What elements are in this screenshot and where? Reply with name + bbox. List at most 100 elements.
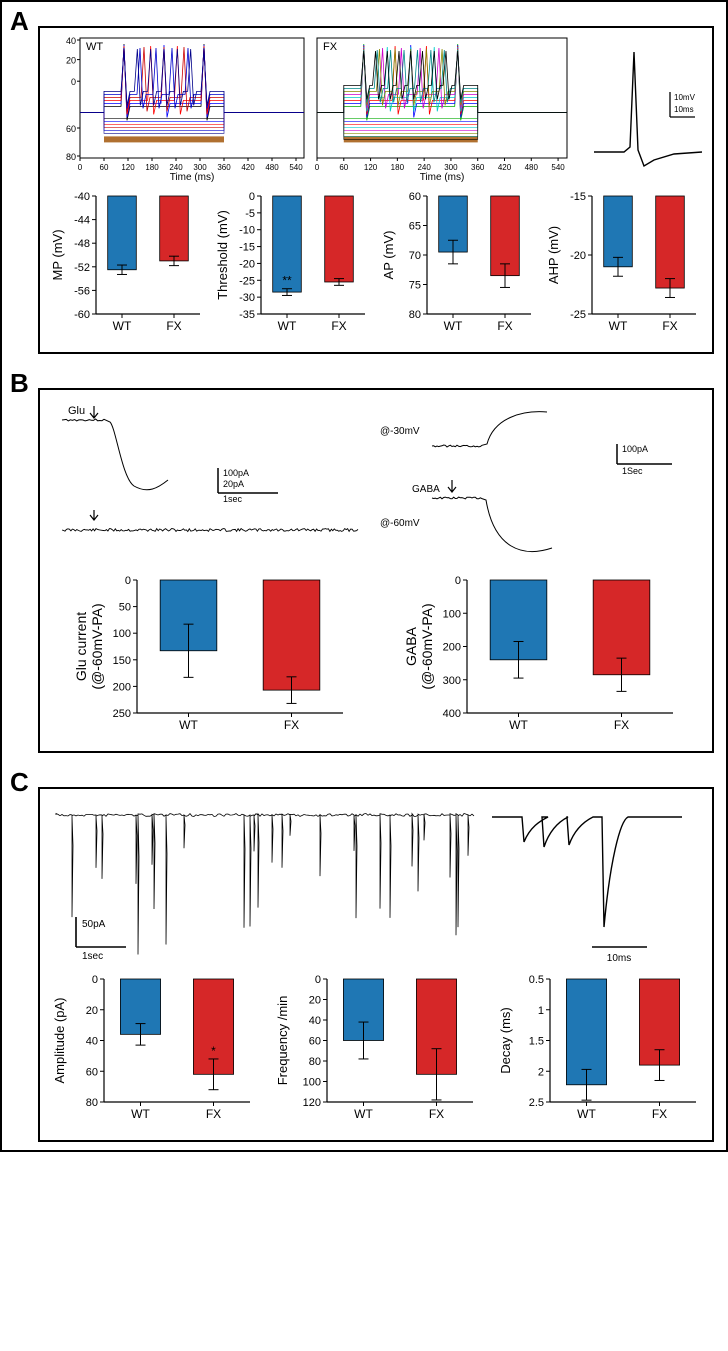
- svg-text:(@-60mV-PA): (@-60mV-PA): [89, 603, 105, 689]
- svg-text:-20: -20: [570, 250, 586, 262]
- svg-text:-48: -48: [74, 238, 90, 250]
- svg-text:FX: FX: [332, 319, 347, 333]
- svg-text:420: 420: [498, 163, 512, 172]
- svg-text:360: 360: [471, 163, 485, 172]
- panel-c-epsc-trace: 50pA 1sec: [48, 797, 478, 967]
- svg-text:20: 20: [86, 1005, 98, 1017]
- svg-text:-20: -20: [239, 258, 255, 270]
- svg-text:-60: -60: [74, 309, 90, 321]
- svg-text:WT: WT: [509, 718, 528, 732]
- svg-text:AP (mV): AP (mV): [381, 231, 396, 280]
- svg-text:WT: WT: [86, 41, 103, 53]
- svg-text:80: 80: [408, 309, 420, 321]
- svg-text:Glu: Glu: [68, 405, 85, 417]
- panel-a-wt-traces: 402006080060120180240300360420480540Time…: [48, 32, 307, 182]
- svg-text:300: 300: [443, 675, 461, 687]
- svg-text:AHP (mV): AHP (mV): [546, 226, 561, 284]
- svg-text:10ms: 10ms: [674, 105, 694, 114]
- svg-text:1sec: 1sec: [82, 951, 103, 962]
- panel-c-label: C: [10, 767, 29, 798]
- panel-a-label: A: [10, 6, 29, 37]
- svg-text:120: 120: [303, 1097, 321, 1109]
- svg-text:0: 0: [125, 575, 131, 587]
- svg-text:20pA: 20pA: [223, 479, 244, 489]
- svg-text:540: 540: [289, 163, 303, 172]
- svg-text:**: **: [283, 274, 293, 288]
- panel-a-single-spike: 10mV10ms: [574, 32, 704, 182]
- panel-b-glu-trace: Glu100pA20pA1sec: [48, 398, 368, 568]
- svg-text:80: 80: [86, 1097, 98, 1109]
- svg-text:WT: WT: [443, 319, 462, 333]
- figure: A 402006080060120180240300360420480540Ti…: [0, 0, 728, 1152]
- panel-c-bar-decay: 0.511.522.5Decay (ms)WTFX: [494, 971, 704, 1126]
- svg-text:100: 100: [303, 1077, 321, 1089]
- svg-text:0: 0: [78, 163, 83, 172]
- svg-text:300: 300: [193, 163, 207, 172]
- svg-text:FX: FX: [429, 1107, 444, 1121]
- svg-text:Amplitude (pA): Amplitude (pA): [52, 998, 67, 1084]
- svg-text:WT: WT: [179, 718, 198, 732]
- svg-text:0: 0: [315, 974, 321, 986]
- svg-text:100: 100: [113, 628, 131, 640]
- svg-text:-44: -44: [74, 215, 90, 227]
- panel-a-bar-mp: -60-56-52-48-44-40MP (mV)WTFX: [48, 188, 208, 338]
- svg-text:GABA: GABA: [412, 484, 440, 495]
- panel-a-bar-ap: 8075706560AP (mV)WTFX: [379, 188, 539, 338]
- svg-text:Time (ms): Time (ms): [170, 172, 215, 182]
- svg-text:-30: -30: [239, 292, 255, 304]
- svg-text:60: 60: [100, 163, 109, 172]
- panel-a: A 402006080060120180240300360420480540Ti…: [38, 26, 714, 354]
- svg-text:Frequency /min: Frequency /min: [275, 996, 290, 1086]
- svg-text:420: 420: [241, 163, 255, 172]
- svg-text:250: 250: [113, 708, 131, 720]
- svg-text:-25: -25: [239, 275, 255, 287]
- svg-text:20: 20: [309, 995, 321, 1007]
- panel-a-bars-row: -60-56-52-48-44-40MP (mV)WTFX 0-5-10-15-…: [48, 188, 704, 338]
- svg-text:WT: WT: [131, 1107, 150, 1121]
- svg-text:0: 0: [249, 191, 255, 203]
- svg-text:@-30mV: @-30mV: [380, 426, 420, 437]
- svg-text:MP (mV): MP (mV): [50, 229, 65, 280]
- svg-text:(@-60mV-PA): (@-60mV-PA): [419, 603, 435, 689]
- svg-text:-35: -35: [239, 309, 255, 321]
- svg-text:Glu current: Glu current: [73, 612, 89, 681]
- panel-a-bar-threshold: 0-5-10-15-20-25-30-35Threshold (mV)WT**F…: [213, 188, 373, 338]
- svg-text:FX: FX: [166, 319, 181, 333]
- svg-text:-40: -40: [74, 191, 90, 203]
- svg-text:2.5: 2.5: [529, 1097, 544, 1109]
- svg-text:-52: -52: [74, 262, 90, 274]
- panel-c-bar-frequency: 020406080100120Frequency /minWTFX: [271, 971, 481, 1126]
- svg-text:GABA: GABA: [403, 626, 419, 666]
- panel-a-bar-ahp: -15-20-25AHP (mV)WTFX: [544, 188, 704, 338]
- svg-text:FX: FX: [206, 1107, 221, 1121]
- svg-text:60: 60: [309, 1036, 321, 1048]
- svg-text:120: 120: [121, 163, 135, 172]
- svg-text:480: 480: [265, 163, 279, 172]
- panel-c-traces-row: 50pA1sec 10ms: [48, 797, 704, 967]
- svg-text:-25: -25: [570, 309, 586, 321]
- svg-text:60: 60: [340, 163, 349, 172]
- panel-c-bar-amplitude: 020406080Amplitude (pA)WTFX*: [48, 971, 258, 1126]
- svg-text:40: 40: [86, 1036, 98, 1048]
- svg-text:WT: WT: [577, 1107, 596, 1121]
- svg-text:480: 480: [525, 163, 539, 172]
- svg-text:*: *: [211, 1044, 216, 1058]
- svg-text:Decay (ms): Decay (ms): [498, 1007, 513, 1073]
- svg-text:180: 180: [391, 163, 405, 172]
- svg-text:50pA: 50pA: [82, 919, 106, 930]
- svg-text:FX: FX: [497, 319, 512, 333]
- svg-text:FX: FX: [652, 1107, 667, 1121]
- panel-c-bars-row: 020406080Amplitude (pA)WTFX* 02040608010…: [48, 971, 704, 1126]
- svg-text:80: 80: [66, 152, 76, 162]
- svg-text:FX: FX: [614, 718, 629, 732]
- svg-text:FX: FX: [323, 41, 338, 53]
- svg-text:360: 360: [217, 163, 231, 172]
- svg-text:75: 75: [408, 280, 420, 292]
- svg-text:FX: FX: [662, 319, 677, 333]
- panel-a-traces-row: 402006080060120180240300360420480540Time…: [48, 32, 704, 182]
- svg-text:WT: WT: [278, 319, 297, 333]
- svg-text:Time (ms): Time (ms): [420, 172, 465, 182]
- svg-text:200: 200: [113, 681, 131, 693]
- svg-text:0: 0: [92, 974, 98, 986]
- svg-text:0: 0: [71, 77, 76, 87]
